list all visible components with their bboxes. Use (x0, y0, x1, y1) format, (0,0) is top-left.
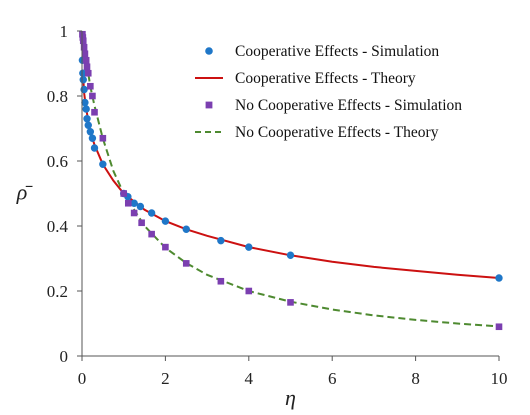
x-tick-label: 2 (161, 369, 170, 388)
data-point (84, 69, 92, 77)
data-point (130, 209, 138, 217)
data-point (182, 260, 190, 267)
data-point (245, 287, 253, 295)
data-point (99, 160, 107, 168)
legend-label: Cooperative Effects - Simulation (235, 43, 439, 60)
data-point (217, 236, 225, 245)
data-point (88, 134, 97, 142)
y-tick-label: 0.6 (47, 152, 68, 171)
x-tick-label: 4 (245, 369, 254, 388)
legend-marker (205, 47, 213, 55)
data-point (83, 63, 91, 71)
data-point (148, 230, 155, 238)
data-point (147, 209, 156, 217)
data-point (82, 56, 90, 64)
y-tick-label: 0.8 (47, 87, 68, 106)
y-tick-label: 1 (60, 22, 69, 41)
legend-label: No Cooperative Effects - Theory (235, 124, 439, 141)
data-point (80, 43, 88, 51)
data-point (89, 92, 96, 100)
data-point (87, 82, 94, 90)
legend-label: Cooperative Effects - Theory (235, 70, 416, 87)
data-point (495, 274, 503, 282)
data-point (130, 199, 138, 207)
legend-label: No Cooperative Effects - Simulation (235, 97, 462, 114)
data-point (124, 199, 132, 207)
data-point (161, 217, 170, 225)
y-tick-label: 0 (60, 347, 69, 366)
data-point (81, 98, 89, 107)
legend: Cooperative Effects - Simulation Cooperat… (195, 43, 462, 141)
data-point (495, 323, 503, 331)
data-point (182, 225, 190, 233)
data-point (99, 134, 107, 142)
data-point (79, 69, 87, 77)
y-axis-label: ρ̄ (16, 180, 34, 205)
data-point (81, 50, 89, 58)
data-point (287, 299, 294, 306)
axes (77, 30, 500, 361)
data-point (162, 243, 169, 251)
data-point (90, 144, 99, 152)
x-tick-label: 0 (78, 369, 87, 388)
data-point (136, 202, 145, 211)
data-point (83, 115, 91, 123)
data-point (91, 108, 98, 116)
data-point (80, 85, 88, 94)
y-tick-label: 0.2 (47, 282, 68, 301)
plot-points (78, 30, 503, 331)
legend-marker (205, 101, 213, 109)
data-point (120, 190, 127, 197)
data-point (84, 121, 92, 129)
y-tick-label: 0.4 (47, 217, 69, 236)
data-point (138, 219, 145, 227)
x-axis-label: η (285, 385, 296, 410)
tick-labels: 00.20.40.60.810 2 4 6 8 10 (47, 22, 508, 388)
x-tick-label: 6 (328, 369, 337, 388)
data-point (82, 105, 90, 113)
x-tick-label: 8 (411, 369, 420, 388)
data-point (79, 37, 87, 45)
data-point (217, 277, 225, 285)
data-point (79, 76, 87, 84)
x-tick-label: 10 (491, 369, 508, 388)
data-point (86, 128, 95, 136)
data-point (245, 243, 253, 251)
data-point (286, 251, 295, 259)
